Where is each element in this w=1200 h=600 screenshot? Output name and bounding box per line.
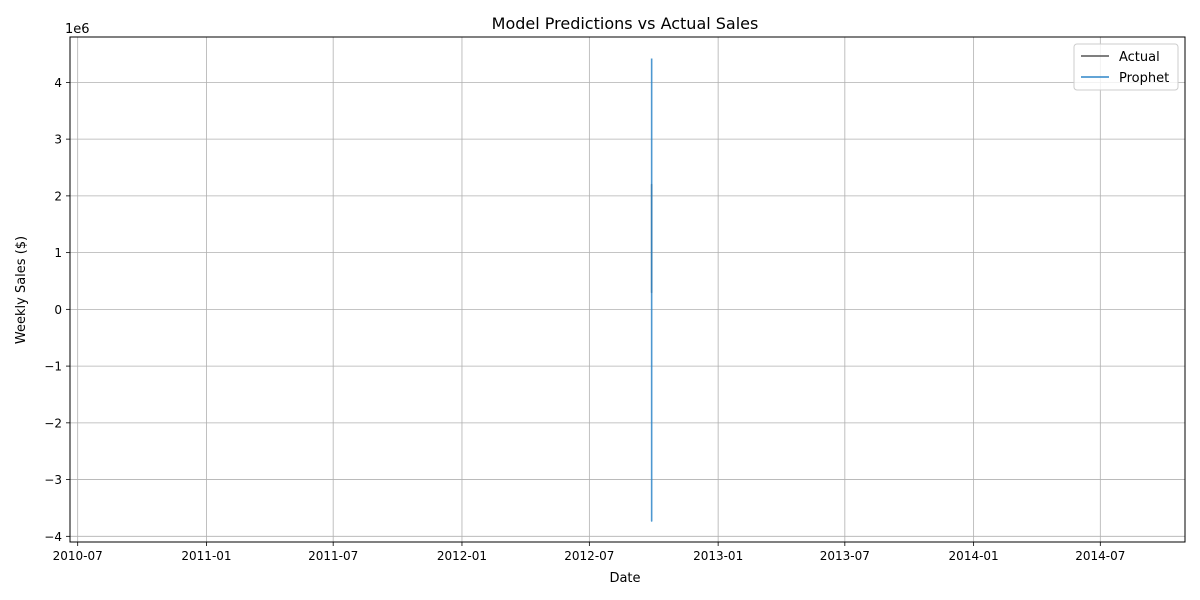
plot-frame [69, 36, 1186, 543]
x-tick-label: 2011-01 [181, 549, 231, 563]
y-axis: −4 −3 −2 −1 0 1 2 3 4 [44, 76, 70, 544]
x-tick-label: 2014-01 [949, 549, 999, 563]
x-tick-label: 2012-01 [437, 549, 487, 563]
legend: Actual Prophet [1073, 43, 1179, 91]
x-axis: 2010-07 2011-01 2011-07 2012-01 2012-07 2013-… [53, 542, 1125, 563]
x-tick-label: 2013-07 [820, 549, 870, 563]
y-tick-label: −3 [44, 473, 62, 487]
x-axis-label: Date [609, 571, 640, 586]
y-tick-label: −4 [44, 530, 62, 544]
y-offset-text: 1e6 [65, 22, 90, 37]
chart-title: Model Predictions vs Actual Sales [492, 14, 759, 33]
y-tick-label: −1 [44, 360, 62, 374]
x-tick-label: 2010-07 [53, 549, 103, 563]
y-tick-label: 2 [54, 189, 62, 203]
y-tick-label: 3 [54, 133, 62, 147]
y-tick-label: 4 [54, 76, 62, 90]
x-tick-label: 2011-07 [308, 549, 358, 563]
x-tick-label: 2012-07 [564, 549, 614, 563]
grid-lines [70, 37, 1185, 542]
y-tick-label: 0 [54, 303, 62, 317]
legend-label-actual: Actual [1119, 50, 1160, 65]
x-tick-label: 2014-07 [1075, 549, 1125, 563]
y-tick-label: −2 [44, 416, 62, 430]
legend-label-prophet: Prophet [1119, 71, 1169, 86]
y-tick-label: 1 [54, 246, 62, 260]
y-axis-label: Weekly Sales ($) [14, 236, 29, 344]
x-tick-label: 2013-01 [693, 549, 743, 563]
